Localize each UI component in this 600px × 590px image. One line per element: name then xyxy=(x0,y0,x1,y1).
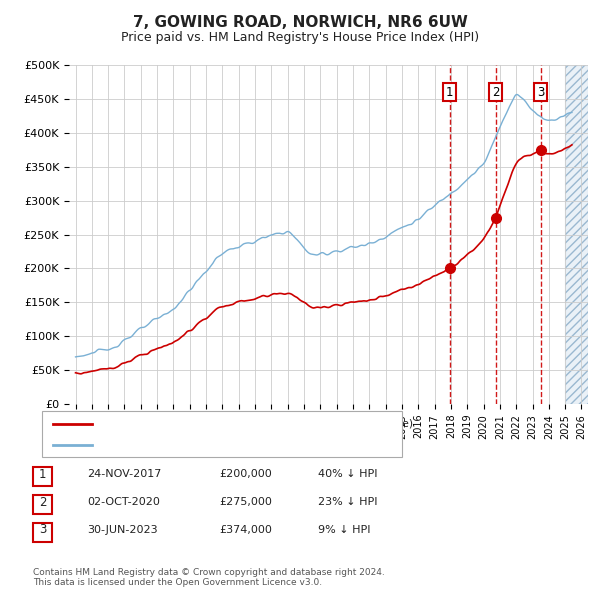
Text: 1: 1 xyxy=(446,86,454,99)
Text: 2: 2 xyxy=(492,86,500,99)
Text: 7, GOWING ROAD, NORWICH, NR6 6UW: 7, GOWING ROAD, NORWICH, NR6 6UW xyxy=(133,15,467,30)
Text: 23% ↓ HPI: 23% ↓ HPI xyxy=(318,497,377,507)
Bar xyxy=(565,65,588,404)
Text: 30-JUN-2023: 30-JUN-2023 xyxy=(87,525,158,535)
Text: 3: 3 xyxy=(39,523,46,536)
Text: £275,000: £275,000 xyxy=(219,497,272,507)
Text: 7, GOWING ROAD, NORWICH, NR6 6UW (detached house): 7, GOWING ROAD, NORWICH, NR6 6UW (detach… xyxy=(97,419,413,429)
Bar xyxy=(565,65,588,404)
Text: Contains HM Land Registry data © Crown copyright and database right 2024.
This d: Contains HM Land Registry data © Crown c… xyxy=(33,568,385,587)
Text: £200,000: £200,000 xyxy=(219,470,272,479)
Text: 1: 1 xyxy=(39,468,46,481)
Text: 2: 2 xyxy=(39,496,46,509)
Text: 3: 3 xyxy=(537,86,544,99)
Text: £374,000: £374,000 xyxy=(219,525,272,535)
Text: 9% ↓ HPI: 9% ↓ HPI xyxy=(318,525,371,535)
Text: Price paid vs. HM Land Registry's House Price Index (HPI): Price paid vs. HM Land Registry's House … xyxy=(121,31,479,44)
Text: 40% ↓ HPI: 40% ↓ HPI xyxy=(318,470,377,479)
Text: 02-OCT-2020: 02-OCT-2020 xyxy=(87,497,160,507)
Text: 24-NOV-2017: 24-NOV-2017 xyxy=(87,470,161,479)
Text: HPI: Average price, detached house, Broadland: HPI: Average price, detached house, Broa… xyxy=(97,440,355,450)
